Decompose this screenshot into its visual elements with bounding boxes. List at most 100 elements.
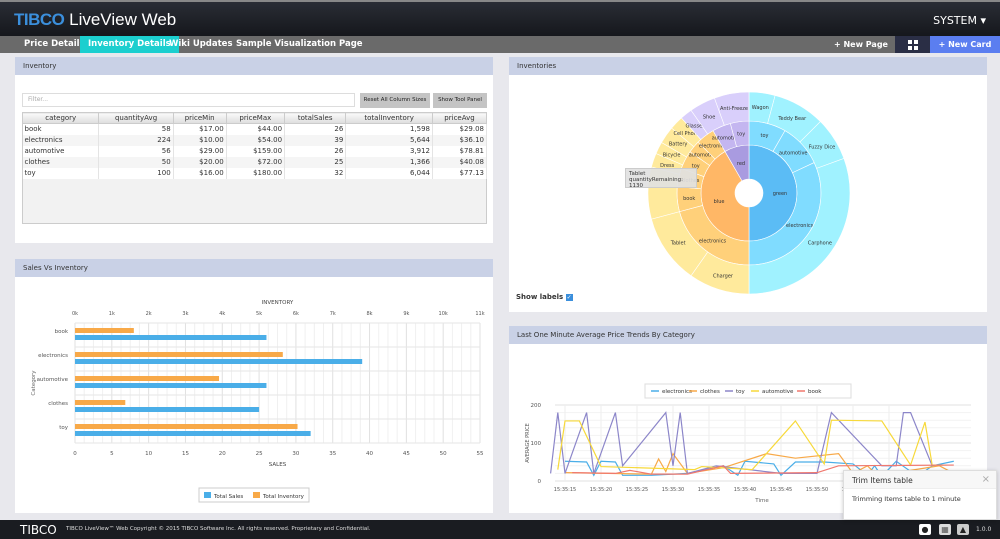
column-header[interactable]: priceAvg (432, 112, 487, 124)
show-labels-checkbox[interactable]: ✓ (565, 293, 573, 301)
table-cell: 58 (98, 123, 174, 135)
table-row[interactable]: automotive 56 $29.00 $159.00 26 3,912 $78.81 (22, 145, 487, 157)
page-tabs: Price Details Inventory Details Wiki Upd… (0, 36, 1000, 53)
segment-label: green (773, 191, 787, 197)
table-cell: $77.13 (432, 167, 487, 179)
close-icon[interactable]: × (981, 474, 990, 485)
table-cell: $29.00 (173, 145, 227, 157)
x-tick-label: 15:35:20 (590, 487, 612, 493)
column-header[interactable]: priceMin (172, 112, 227, 124)
x-tick-label: 5 (110, 451, 114, 457)
category-label: automotive (37, 377, 69, 383)
info-icon[interactable]: ● (919, 524, 931, 535)
tab-wiki-updates[interactable]: Wiki Updates (169, 39, 233, 49)
segment-label: toy (692, 163, 700, 169)
segment-label: blue (714, 199, 725, 205)
table-cell: $17.00 (173, 123, 227, 135)
tab-inventory-details[interactable]: Inventory Details (80, 36, 179, 53)
segment-label: Wagon (752, 105, 769, 111)
series-line-book (572, 464, 954, 475)
notification-toast: Trim Items table × Trimming Items table … (843, 470, 997, 520)
table-cell: 56 (98, 145, 174, 157)
segment-label: Teddy Bear (777, 116, 807, 122)
tooltip-value: quantityRemaining: 1130 (629, 177, 683, 189)
x-tick-label: 15:35:30 (662, 487, 684, 493)
column-header[interactable]: totalInventory (345, 112, 433, 124)
reset-column-sizes-button[interactable]: Reset All Column Sizes (360, 93, 430, 108)
legend-label: Total Inventory (262, 494, 305, 500)
segment-label: red (737, 161, 745, 167)
table-cell: 3,912 (345, 145, 433, 157)
sales-bar (75, 359, 363, 364)
table-cell: $54.00 (226, 134, 286, 146)
x2-tick-label: 7k (330, 311, 336, 317)
tab-price-details[interactable]: Price Details (24, 39, 85, 49)
table-cell: 25 (284, 156, 347, 168)
new-page-button[interactable]: + New Page (834, 40, 888, 49)
logo-brand: TIBCO (14, 10, 65, 29)
inventories-sunburst-chart: greenblueredtoyautomotiveelectronicselec… (647, 91, 851, 295)
segment-label: book (683, 196, 695, 202)
grid-icon[interactable] (895, 36, 930, 53)
x-tick-label: 45 (403, 451, 410, 457)
series-line-automotive (557, 419, 947, 471)
x-tick-label: 25 (256, 451, 263, 457)
table-cell: 224 (98, 134, 174, 146)
version-label: 1.0.0 (976, 526, 992, 533)
x-tick-label: 10 (145, 451, 152, 457)
show-labels-label: Show labels ✓ (516, 293, 573, 301)
inventory-bar (75, 376, 220, 381)
column-header[interactable]: totalSales (284, 112, 347, 124)
table-row[interactable]: electronics 224 $10.00 $54.00 39 5,644 $36.10 (22, 134, 487, 146)
y-axis-title: AVERAGE PRICE (525, 423, 531, 463)
category-label: clothes (48, 401, 68, 407)
table-cell: $180.00 (226, 167, 286, 179)
tab-sample-visualization[interactable]: Sample Visualization Page (236, 39, 363, 49)
segment-label: Tablet (670, 241, 686, 247)
user-menu[interactable]: SYSTEM ▾ (933, 14, 986, 27)
inventory-table: category quantityAvg priceMin priceMax total… (21, 112, 487, 179)
legend-label: Total Sales (213, 494, 243, 500)
price-trends-line-chart: 15:35:15 15:35:20 15:35:25 15:35:30 15:35:35… (525, 383, 971, 504)
column-header[interactable]: quantityAvg (98, 112, 174, 124)
table-row[interactable]: toy 100 $16.00 $180.00 32 6,044 $77.13 (22, 167, 487, 179)
legend-label: automotive (762, 389, 794, 395)
x-axis-title: Time (754, 498, 769, 504)
app-logo[interactable]: TIBCO LiveView Web (14, 10, 176, 30)
x-tick-label: 0 (73, 451, 77, 457)
segment-label: Shoe (703, 114, 715, 120)
x-axis-title: SALES (269, 462, 287, 468)
tooltip-title: Tablet (629, 171, 646, 177)
x2-tick-label: 5k (256, 311, 262, 317)
table-cell: $10.00 (173, 134, 227, 146)
new-card-button[interactable]: + New Card (930, 36, 1000, 53)
segment-label: automotive (779, 150, 808, 156)
legend-label: clothes (700, 389, 720, 395)
sunburst-segment (714, 91, 750, 126)
legend-label: book (808, 389, 822, 395)
show-tool-panel-button[interactable]: Show Tool Panel (433, 93, 487, 108)
table-cell: electronics (22, 134, 100, 146)
segment-label: toy (737, 132, 745, 138)
table-row[interactable]: clothes 50 $20.00 $72.00 25 1,366 $40.08 (22, 156, 487, 168)
category-label: toy (59, 425, 69, 431)
segment-label: Carphone (808, 241, 832, 247)
column-header[interactable]: priceMax (225, 112, 286, 124)
sales-bar (75, 431, 311, 436)
legend-swatch (253, 492, 260, 498)
table-cell: automotive (22, 145, 100, 157)
filter-input[interactable]: Filter... (22, 93, 355, 107)
table-cell: $44.00 (226, 123, 286, 135)
chart-legend: electronics clothes toy automotive book (644, 383, 852, 399)
card-title: Inventories (509, 57, 987, 75)
sales-inventory-bar-chart: INVENTORY 0k 1k 2k 3k 4k 5k 6k 7k 8k 9k 10k 11k 0 5 10 1… (31, 300, 485, 503)
column-header[interactable]: category (21, 112, 100, 124)
warning-icon[interactable]: ▲ (957, 524, 969, 535)
x2-tick-label: 8k (367, 311, 373, 317)
calculator-icon[interactable]: ▦ (939, 524, 951, 535)
table-row[interactable]: book 58 $17.00 $44.00 26 1,598 $29.08 (22, 123, 487, 135)
legend-label: electronics (662, 389, 692, 395)
card-title: Sales Vs Inventory (15, 259, 493, 277)
x-tick-label: 15:35:40 (734, 487, 756, 493)
chart-legend: Total Sales Total Inventory (198, 487, 310, 503)
